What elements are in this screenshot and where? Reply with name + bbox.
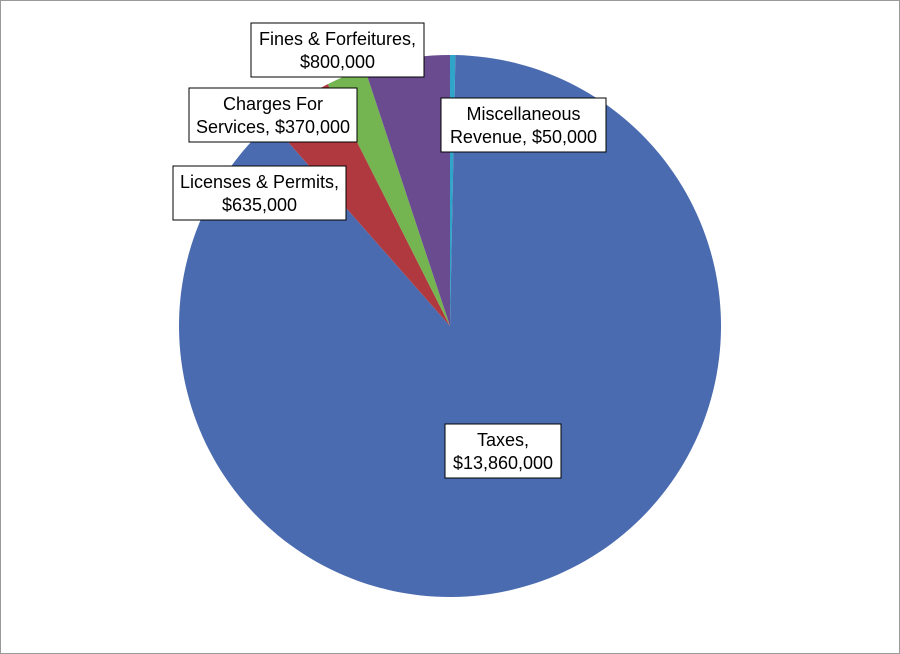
data-label-licenses-permits: Licenses & Permits, $635,000 — [172, 165, 347, 221]
data-label-line1: Taxes, — [477, 430, 529, 450]
data-label-box — [250, 22, 425, 78]
pie-slice-charges-for-services — [327, 68, 450, 327]
pie-labels: Taxes, $13,860,000 Licenses & Permits, $635… — [172, 22, 607, 479]
data-label-box — [444, 423, 562, 479]
pie-slice-licenses-permits — [270, 84, 450, 326]
data-label-box — [172, 165, 347, 221]
data-label-line2: $13,860,000 — [453, 453, 553, 473]
data-label-box — [188, 87, 358, 143]
data-label-fines-forfeitures: Fines & Forfeitures, $800,000 — [250, 22, 425, 78]
data-label-line2: $800,000 — [300, 52, 375, 72]
data-label-line1: Fines & Forfeitures, — [259, 29, 416, 49]
data-label-taxes: Taxes, $13,860,000 — [444, 423, 562, 479]
data-label-miscellaneous-revenue: Miscellaneous Revenue, $50,000 — [440, 97, 607, 153]
data-label-line1: Licenses & Permits, — [180, 172, 339, 192]
data-label-line1: Charges For — [223, 94, 323, 114]
data-label-box — [440, 97, 607, 153]
pie-slice-fines-forfeitures — [364, 55, 450, 326]
data-label-line2: Services, $370,000 — [196, 117, 350, 137]
data-label-charges-for-services: Charges For Services, $370,000 — [188, 87, 358, 143]
data-label-line2: Revenue, $50,000 — [450, 127, 597, 147]
data-label-line1: Miscellaneous — [466, 104, 580, 124]
data-label-line2: $635,000 — [222, 195, 297, 215]
